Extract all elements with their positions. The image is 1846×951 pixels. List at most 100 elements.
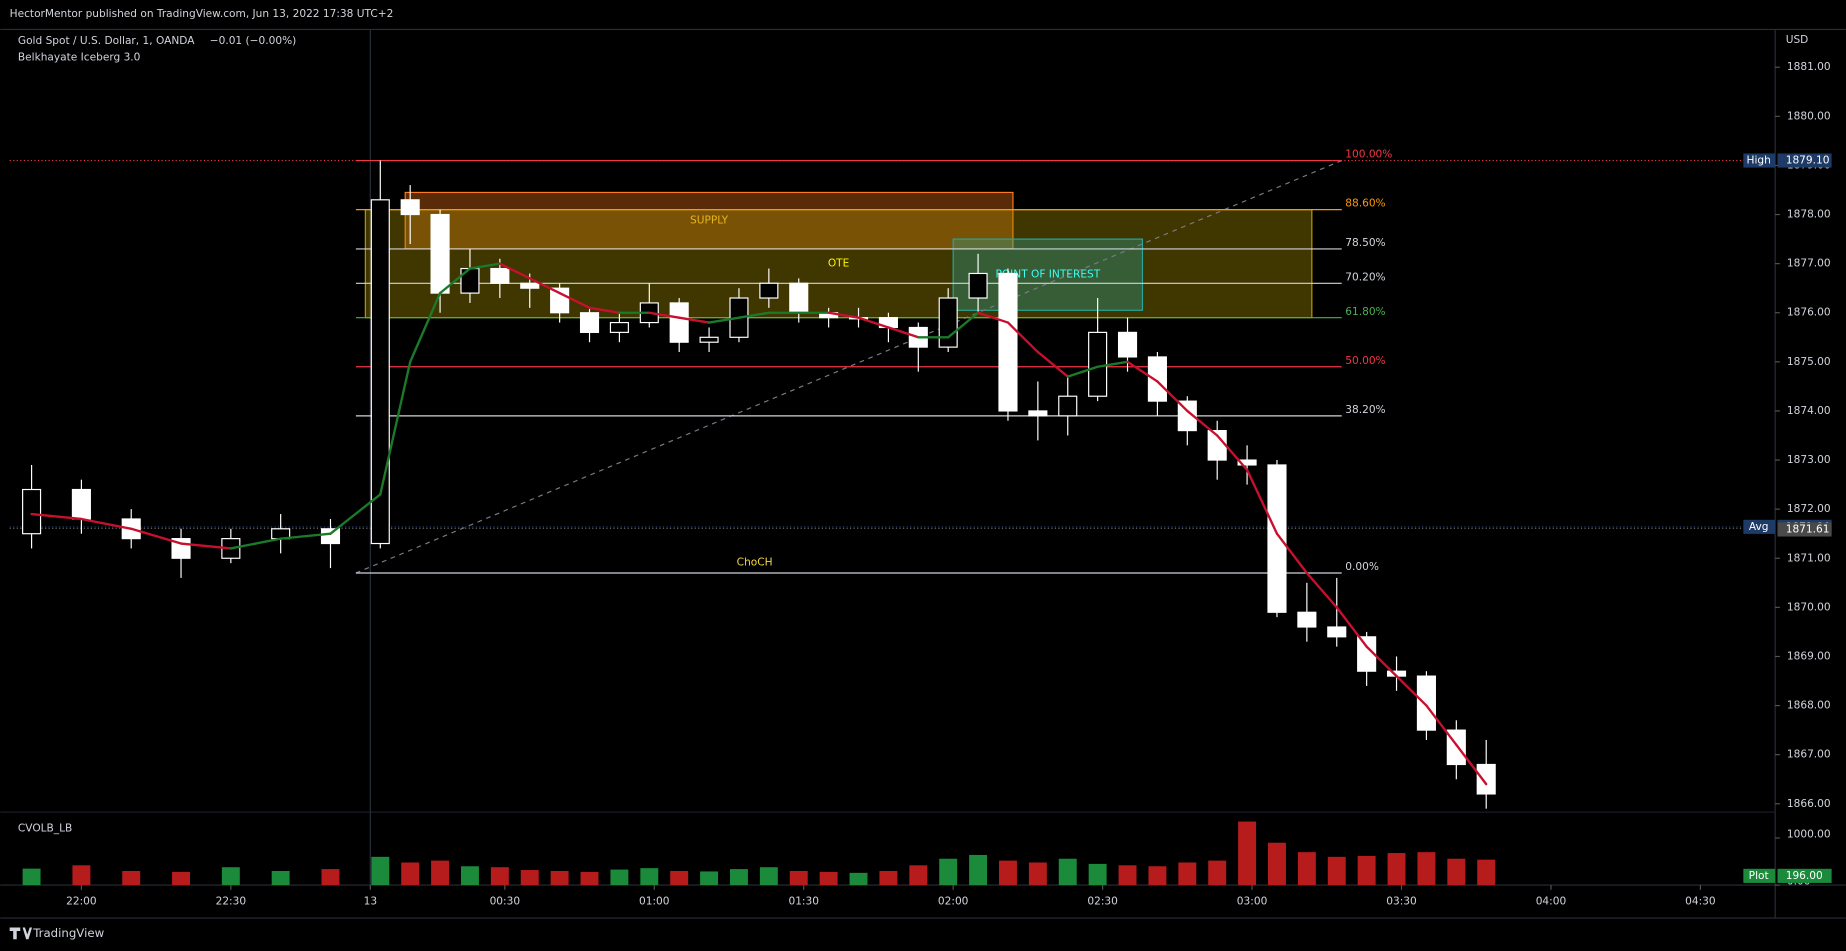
y-tick-label: 1873.00	[1787, 454, 1831, 466]
ma-segment	[1335, 606, 1368, 648]
candle-body	[789, 282, 809, 314]
x-tick-label: 22:00	[66, 896, 97, 908]
price-label-name: Avg	[1749, 521, 1769, 533]
plot-label: 196.00	[1786, 870, 1823, 882]
volume-bar	[999, 860, 1017, 886]
candle-body	[938, 297, 958, 348]
volume-bar	[1178, 862, 1197, 886]
volume-bar	[849, 872, 868, 886]
volume-tick-label: 1000.00	[1787, 828, 1831, 840]
y-tick-label: 1878.00	[1787, 209, 1831, 221]
x-tick-label: 22:30	[216, 896, 247, 908]
zone-label: OTE	[828, 258, 849, 270]
fib-label: 50.00%	[1345, 355, 1385, 367]
price-label-name: High	[1746, 155, 1770, 167]
symbol-change: −0.01 (−0.00%)	[210, 35, 297, 47]
indicator-name: Belkhayate Iceberg 3.0	[18, 52, 141, 64]
symbol-title: Gold Spot / U.S. Dollar, 1, OANDA	[18, 35, 195, 47]
ma-segment	[229, 537, 282, 550]
zone-label: POINT OF INTEREST	[995, 269, 1100, 281]
volume-bar	[729, 869, 748, 886]
price-label: 1879.10	[1786, 155, 1830, 167]
ma-segment	[1126, 360, 1159, 383]
volume-bar	[1417, 852, 1436, 886]
x-tick-label: 02:30	[1087, 896, 1118, 908]
choch-label: ChoCH	[737, 556, 773, 568]
ma-segment	[1216, 434, 1249, 472]
ma-segment	[1245, 468, 1279, 535]
ma-segment	[588, 306, 621, 314]
ma-segment	[179, 542, 233, 550]
ma-segment	[468, 262, 502, 270]
candle-body	[1297, 611, 1317, 628]
candle-body	[520, 282, 540, 289]
price-label-name-box	[1743, 519, 1776, 534]
ma-segment	[1156, 380, 1189, 413]
ma-segment	[737, 311, 771, 319]
zone-label: SUPPLY	[690, 215, 729, 227]
candle-body	[1476, 763, 1496, 795]
candle-body	[968, 272, 988, 299]
ma-segment	[1425, 704, 1458, 747]
candle-body	[1267, 464, 1287, 613]
ma-segment	[329, 493, 382, 535]
volume-bar	[460, 866, 479, 886]
ma-segment	[1186, 409, 1219, 437]
ma-segment	[1455, 743, 1488, 786]
y-tick-label: 1871.00	[1787, 552, 1831, 564]
x-tick-label: 01:30	[788, 896, 819, 908]
x-tick-label: 04:30	[1685, 896, 1716, 908]
ma-segment	[648, 311, 681, 319]
volume-bar	[72, 865, 91, 886]
candle-body	[430, 213, 450, 294]
y-tick-label: 1869.00	[1787, 650, 1831, 662]
y-tick-label: 1866.00	[1787, 798, 1831, 810]
currency: USD	[1786, 34, 1809, 46]
x-tick-label: 13	[364, 896, 377, 908]
fib-label: 70.20%	[1345, 271, 1385, 283]
volume-bar	[1268, 842, 1286, 886]
y-tick-label: 1877.00	[1787, 258, 1831, 270]
candle-body	[998, 272, 1018, 412]
ma-segment	[707, 316, 741, 324]
ma-segment	[1365, 645, 1398, 678]
volume-bar	[1058, 858, 1077, 886]
volume-bar	[939, 858, 958, 886]
ma-segment	[409, 291, 442, 364]
y-tick-label: 1870.00	[1787, 601, 1831, 613]
ma-segment	[80, 517, 133, 530]
ma-segment	[1066, 365, 1099, 378]
y-tick-label: 1867.00	[1787, 749, 1831, 761]
volume-bar	[1118, 865, 1137, 886]
volume-bar	[1447, 858, 1466, 886]
ma-segment	[887, 326, 920, 339]
candle-body	[1147, 356, 1167, 402]
x-tick-label: 03:00	[1237, 896, 1268, 908]
plot-label-box	[1777, 868, 1832, 883]
ma-segment	[279, 532, 332, 540]
volume-bar	[1327, 856, 1346, 886]
volume-bar	[550, 870, 569, 886]
fib-label: 0.00%	[1345, 561, 1379, 573]
volume-bar	[371, 856, 390, 886]
y-tick-label: 1880.00	[1787, 110, 1831, 122]
y-tick-label: 1872.00	[1787, 503, 1831, 515]
price-label: 1871.61	[1786, 523, 1830, 535]
volume-bar	[172, 871, 190, 886]
volume-bar	[1297, 852, 1316, 886]
x-tick-label: 04:00	[1536, 896, 1567, 908]
candle-body	[699, 336, 719, 343]
candle-body	[22, 488, 42, 535]
ma-segment	[1036, 350, 1069, 378]
ma-segment	[827, 311, 860, 319]
volume-bar	[1088, 863, 1107, 886]
volume-bar	[401, 862, 420, 886]
price-label-box	[1777, 522, 1832, 537]
fib-label: 100.00%	[1345, 149, 1392, 161]
x-tick-label: 03:30	[1386, 896, 1417, 908]
price-label-box	[1777, 153, 1832, 168]
y-tick-label: 1874.00	[1787, 405, 1831, 417]
ma-segment	[1395, 674, 1428, 707]
